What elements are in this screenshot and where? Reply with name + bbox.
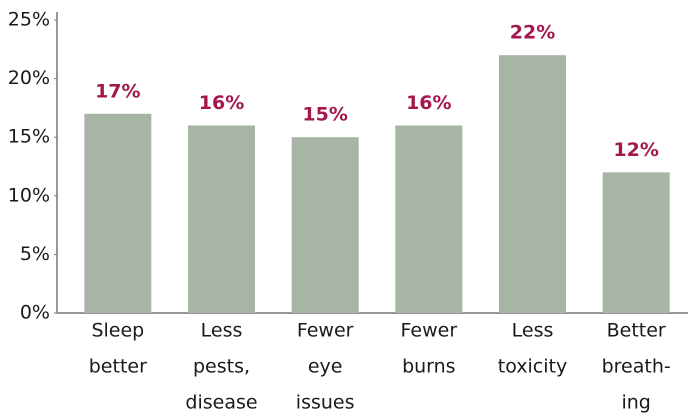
y-tick-label: 15%	[8, 126, 50, 148]
value-label: 12%	[613, 139, 658, 161]
x-tick-label: Less	[201, 320, 243, 342]
x-tick-label: disease	[185, 392, 257, 414]
value-label: 16%	[406, 92, 451, 114]
x-tick-label: toxicity	[498, 356, 567, 378]
bar	[602, 172, 670, 313]
bar	[188, 125, 255, 313]
value-label: 15%	[302, 104, 347, 126]
value-label: 16%	[199, 92, 244, 114]
bar	[291, 137, 359, 313]
x-tick-label: issues	[296, 392, 355, 414]
bar	[395, 125, 463, 313]
y-tick-label: 25%	[8, 9, 50, 31]
x-tick-label: Fewer	[297, 320, 354, 342]
x-tick-label: Fewer	[401, 320, 458, 342]
x-tick-label: Better	[607, 320, 666, 342]
bar	[499, 55, 566, 313]
x-tick-label: ing	[621, 392, 650, 414]
x-tick-label: Less	[512, 320, 554, 342]
x-tick-label: breath-	[602, 356, 671, 378]
y-tick-label: 10%	[8, 184, 50, 206]
x-tick-label: pests,	[193, 356, 250, 378]
value-label: 22%	[510, 22, 555, 44]
x-tick-label: Sleep	[91, 320, 144, 342]
y-tick-label: 0%	[20, 302, 50, 324]
bar	[84, 113, 152, 313]
y-tick-label: 5%	[20, 243, 50, 265]
value-label: 17%	[95, 80, 140, 102]
x-tick-label: eye	[308, 356, 343, 378]
y-tick-label: 20%	[8, 67, 50, 89]
x-tick-label: burns	[402, 356, 456, 378]
x-tick-label: better	[89, 356, 147, 378]
